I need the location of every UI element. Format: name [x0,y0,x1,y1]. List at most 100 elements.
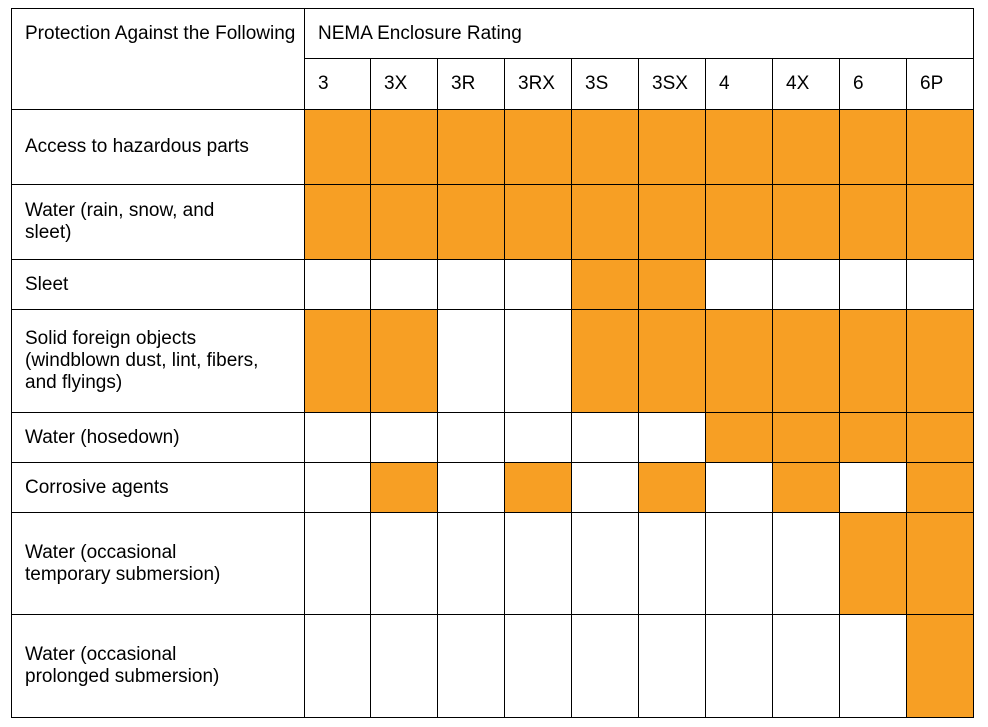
empty-cell [638,412,706,463]
empty-cell [906,259,974,310]
table-row: Corrosive agents [11,462,974,513]
empty-cell [839,462,907,513]
row-label: Water (occasional temporary submersion) [11,512,305,615]
empty-cell [571,614,639,718]
protected-cell [638,184,706,260]
table-row: Water (occasional temporary submersion) [11,512,974,615]
empty-cell [839,614,907,718]
protected-cell [705,309,773,413]
column-header: 3S [571,58,639,110]
empty-cell [304,512,371,615]
column-header: 4 [705,58,773,110]
empty-cell [437,614,505,718]
table-row: Solid foreign objects (windblown dust, l… [11,309,974,413]
column-header: 3R [437,58,505,110]
empty-cell [370,259,438,310]
protected-cell [638,462,706,513]
protected-cell [304,309,371,413]
protected-cell [705,184,773,260]
protected-cell [504,109,572,185]
protected-cell [839,412,907,463]
column-header: 3X [370,58,438,110]
row-label: Corrosive agents [11,462,305,513]
column-header: 4X [772,58,840,110]
empty-cell [304,462,371,513]
empty-cell [370,512,438,615]
protected-cell [705,412,773,463]
table-row: Water (hosedown) [11,412,974,463]
column-header: 6 [839,58,907,110]
protected-cell [839,512,907,615]
column-header: 3 [304,58,371,110]
empty-cell [705,462,773,513]
empty-cell [304,614,371,718]
empty-cell [772,259,840,310]
protected-cell [906,462,974,513]
corner-header: Protection Against the Following [11,8,305,110]
protected-cell [638,309,706,413]
nema-rating-table: Protection Against the Following NEMA En… [11,8,974,718]
empty-cell [504,259,572,310]
table-row: Access to hazardous parts [11,109,974,185]
column-header: 3RX [504,58,572,110]
empty-cell [839,259,907,310]
empty-cell [772,614,840,718]
protected-cell [638,259,706,310]
column-header: 6P [906,58,974,110]
table-header: Protection Against the Following NEMA En… [11,8,974,110]
empty-cell [437,309,505,413]
row-label: Solid foreign objects (windblown dust, l… [11,309,305,413]
empty-cell [571,512,639,615]
empty-cell [304,412,371,463]
protected-cell [370,462,438,513]
empty-cell [638,614,706,718]
protected-cell [906,614,974,718]
protected-cell [906,109,974,185]
protected-cell [304,184,371,260]
empty-cell [504,309,572,413]
protected-cell [571,309,639,413]
protected-cell [571,259,639,310]
empty-cell [504,412,572,463]
empty-cell [370,412,438,463]
protected-cell [504,462,572,513]
empty-cell [705,512,773,615]
column-header: 3SX [638,58,706,110]
protected-cell [772,462,840,513]
empty-cell [571,412,639,463]
protected-cell [370,309,438,413]
protected-cell [705,109,773,185]
protected-cell [772,109,840,185]
protected-cell [370,184,438,260]
empty-cell [437,462,505,513]
empty-cell [437,412,505,463]
table-body: Access to hazardous parts Water (rain, sn… [11,109,974,718]
protected-cell [906,512,974,615]
empty-cell [705,614,773,718]
empty-cell [304,259,371,310]
row-label: Access to hazardous parts [11,109,305,185]
protected-cell [772,184,840,260]
row-label: Sleet [11,259,305,310]
protected-cell [906,309,974,413]
protected-cell [906,184,974,260]
protected-cell [772,309,840,413]
protected-cell [906,412,974,463]
empty-cell [370,614,438,718]
row-label: Water (occasional prolonged submersion) [11,614,305,718]
empty-cell [638,512,706,615]
empty-cell [437,512,505,615]
protected-cell [839,184,907,260]
empty-cell [772,512,840,615]
protected-cell [638,109,706,185]
protected-cell [304,109,371,185]
protected-cell [437,109,505,185]
protected-cell [370,109,438,185]
nema-rating-group-header: NEMA Enclosure Rating [304,8,974,59]
protected-cell [571,109,639,185]
table-row: Sleet [11,259,974,310]
protected-cell [437,184,505,260]
protected-cell [839,109,907,185]
empty-cell [705,259,773,310]
empty-cell [571,462,639,513]
